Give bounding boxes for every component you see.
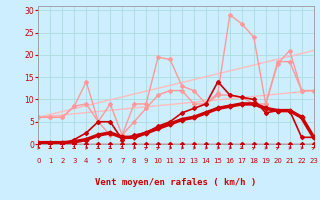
X-axis label: Vent moyen/en rafales ( km/h ): Vent moyen/en rafales ( km/h )	[95, 178, 257, 187]
